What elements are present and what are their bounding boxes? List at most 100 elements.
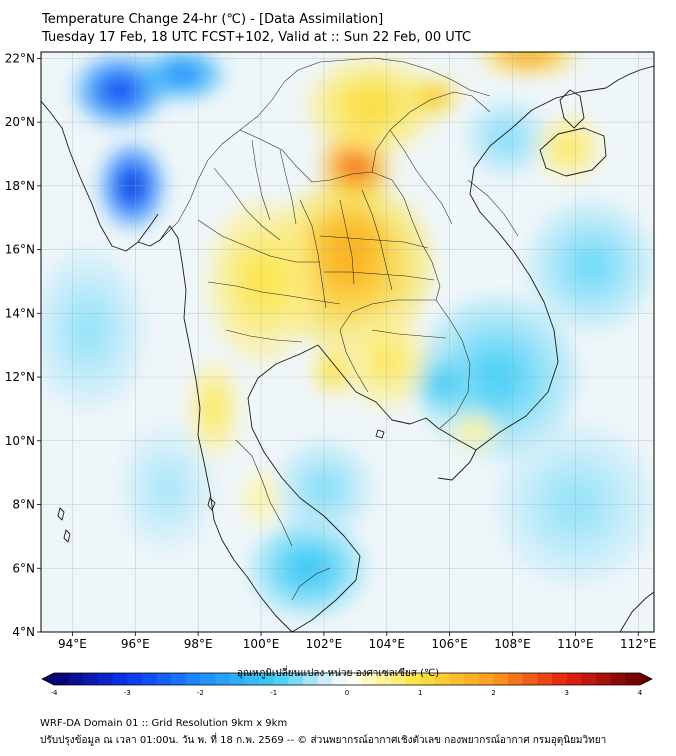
border-laos-provinces [389, 129, 453, 225]
colorbar-cell [434, 673, 450, 685]
coastline-malay-west [213, 519, 293, 632]
border-province-8 [319, 235, 429, 249]
field-contour [468, 426, 482, 437]
border-province-3 [207, 281, 341, 305]
map-figure: 22°N 20°N 18°N 16°N 14°N 12°N 10°N 8°N 6°N 4°N 94… [5, 51, 657, 697]
lat-tick-label: 16°N [5, 243, 35, 257]
provincial-borders [159, 57, 519, 601]
border-china-north [319, 57, 491, 97]
colorbar-label: อุณหภูมิเปลี่ยนแปลง หน่วย องศาเซลเซียส (… [236, 668, 440, 679]
colorbar-cell [347, 673, 363, 685]
field-blob-warm-chanthaburi [311, 345, 356, 397]
field-contour [355, 94, 387, 119]
field-blob-cool-bay-of-bengal [41, 249, 145, 409]
coastline-leizhou [559, 89, 585, 129]
colorbar-cell [581, 673, 597, 685]
lat-lon-gridlines [41, 52, 654, 632]
map-subtitle: Tuesday 17 Feb, 18 UTC FCST+102, Valid a… [42, 30, 472, 45]
colorbar-cell [229, 673, 245, 685]
border-province-7 [361, 189, 393, 291]
plot-area [40, 51, 655, 633]
lat-tick-label: 12°N [5, 370, 35, 384]
lat-tick-label: 6°N [12, 561, 35, 575]
coastline-south-china [605, 65, 654, 89]
field-contour [74, 309, 103, 350]
border-province-11 [279, 149, 297, 225]
colorbar-tick-label: -4 [51, 689, 59, 697]
footer-update-credit: ปรับปรุงข้อมูล ณ เวลา 01:00น. วัน พ. ที่… [40, 735, 607, 746]
border-province-4 [225, 329, 303, 343]
island-phuket [207, 497, 216, 511]
lon-tick-label: 108°E [494, 637, 531, 651]
colorbar-cell [405, 673, 421, 685]
colorbar-cell [361, 673, 377, 685]
border-thailand-cambodia [339, 299, 436, 393]
longitude-axis: 94°E 96°E 98°E 100°E 102°E 104°E 106°E 108°E 110… [58, 632, 657, 651]
footer-model-info: WRF-DA Domain 01 :: Grid Resolution 9km … [40, 718, 288, 729]
colorbar-cells [41, 672, 653, 686]
colorbar-cell [464, 673, 480, 685]
colorbar-cell [522, 673, 538, 685]
field-blob-warm-gulf-of-tonkin-north [481, 52, 576, 75]
border-south-provinces [235, 439, 293, 547]
lat-tick-label: 8°N [12, 498, 35, 512]
colorbar-cell [332, 673, 348, 685]
latitude-axis: 22°N 20°N 18°N 16°N 14°N 12°N 10°N 8°N 6°N 4°N [5, 51, 41, 639]
colorbar-cell [493, 673, 509, 685]
colorbar-cell [259, 673, 275, 685]
colorbar-cell [552, 673, 568, 685]
field-blob-warm-south-thailand-west [188, 361, 240, 457]
field-blob-cool-east-sea [528, 201, 654, 330]
lon-tick-label: 104°E [369, 637, 406, 651]
colorbar-cell [596, 673, 612, 685]
field-contour [346, 157, 365, 177]
border-province-10 [251, 139, 271, 221]
lat-tick-label: 18°N [5, 179, 35, 193]
colorbar-cell [537, 673, 553, 685]
field-blob-cold-myanmar-north [141, 52, 224, 100]
lon-tick-label: 94°E [58, 637, 87, 651]
coastline-borneo-tip [619, 591, 654, 632]
colorbar-cell [376, 673, 392, 685]
colorbar-cell [156, 673, 172, 685]
field-contour [154, 472, 179, 505]
border-thai-malay [291, 567, 331, 601]
field-contour [327, 364, 339, 378]
field-contour [108, 81, 131, 100]
colorbar-cell [610, 673, 626, 685]
field-contour [172, 67, 193, 81]
colorbar-cell [185, 673, 201, 685]
colorbar-cell [112, 673, 128, 685]
island-kohkong [375, 429, 385, 439]
field-contour [575, 249, 607, 282]
plot-frame [40, 51, 655, 633]
colorbar-cell [54, 673, 70, 685]
colorbar-max-extension [640, 673, 652, 685]
colorbar-cell [390, 673, 406, 685]
colorbar-ticks: -4 -3 -2 -1 0 1 2 3 4 [51, 689, 643, 697]
colorbar-tick-label: -1 [270, 689, 277, 697]
colorbar-min-extension [42, 673, 54, 685]
map-title: Temperature Change 24-hr (℃) - [Data Ass… [42, 12, 384, 27]
border-laos-vietnam [371, 91, 491, 173]
field-blob-warm-northeast-thailand [267, 182, 431, 349]
coastline-myanmar-south [137, 225, 215, 521]
colorbar-cell [303, 673, 319, 685]
colorbar-cell [200, 673, 216, 685]
colorbar-cell [68, 673, 84, 685]
field-blob-warm-south-vietnam [449, 412, 500, 451]
field-blob-cold-myanmar-northwest [75, 55, 164, 126]
colorbar-cell [449, 673, 465, 685]
colorbar-tick-label: -3 [124, 689, 131, 697]
border-cambodia-vietnam [435, 299, 471, 429]
colorbar-outline [41, 672, 653, 686]
border-vietnam-provinces [467, 179, 519, 237]
lon-tick-label: 106°E [431, 637, 468, 651]
colorbar-cell [83, 673, 99, 685]
lon-tick-label: 102°E [306, 637, 343, 651]
colorbar-tick-label: 0 [345, 689, 349, 697]
colorbar-cell [244, 673, 260, 685]
coastline-gulf-east [317, 344, 477, 481]
colorbar-cell [288, 673, 304, 685]
coastlines-and-borders [41, 65, 654, 632]
